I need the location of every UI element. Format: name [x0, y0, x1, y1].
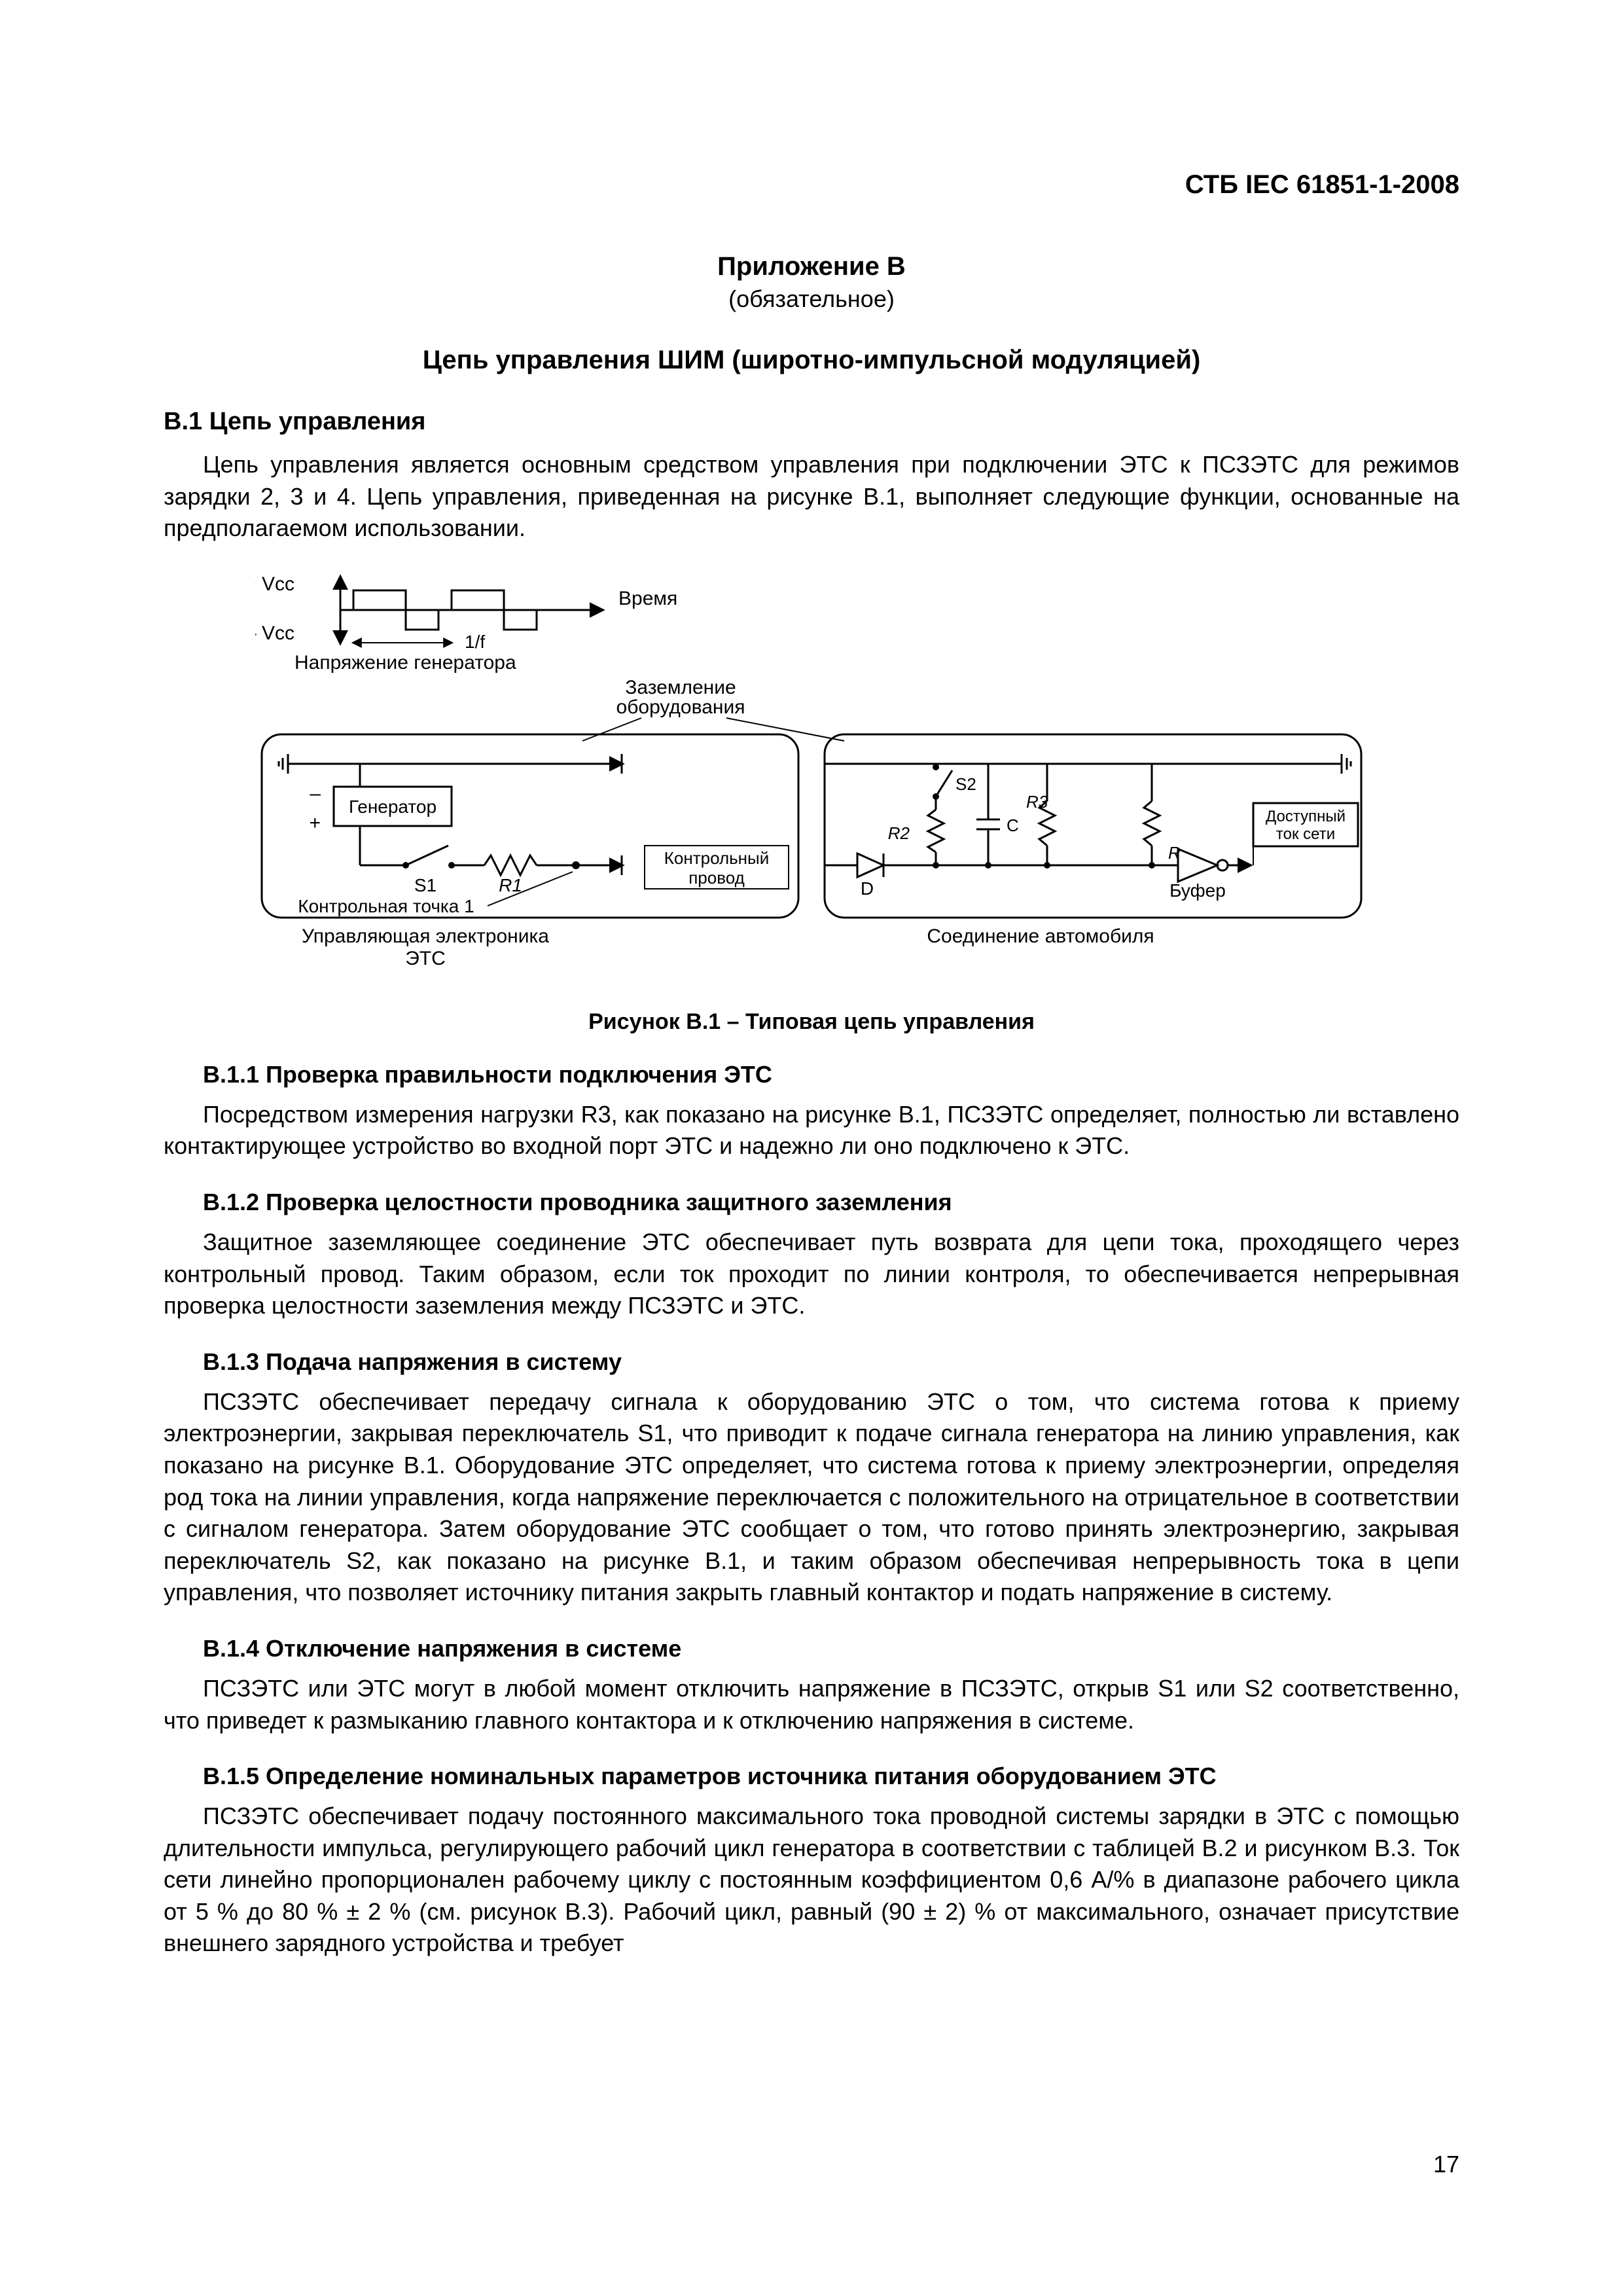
- section-b1-3-body: ПСЗЭТС обеспечивает передачу сигнала к о…: [164, 1386, 1459, 1609]
- svg-text:R2: R2: [888, 823, 910, 843]
- section-b1-2-title: В.1.2 Проверка целостности проводника за…: [203, 1189, 1459, 1216]
- main-title: Цепь управления ШИМ (широтно-импульсной …: [164, 346, 1459, 375]
- section-b1-title: В.1 Цепь управления: [164, 408, 1459, 436]
- svg-text:провод: провод: [688, 868, 745, 888]
- section-b1-3-title: В.1.3 Подача напряжения в систему: [203, 1348, 1459, 1376]
- svg-text:ЭТС: ЭТС: [405, 948, 446, 969]
- svg-text:Напряжение генератора: Напряжение генератора: [294, 652, 516, 673]
- section-b1-4-body: ПСЗЭТС или ЭТС могут в любой момент откл…: [164, 1673, 1459, 1736]
- svg-text:ток сети: ток сети: [1276, 825, 1335, 843]
- svg-text:S2: S2: [955, 774, 976, 794]
- svg-text:C: C: [1007, 816, 1019, 835]
- section-b1-5-title: В.1.5 Определение номинальных параметров…: [203, 1763, 1459, 1790]
- svg-text:R1: R1: [499, 875, 522, 895]
- svg-text:Контрольная точка 1: Контрольная точка 1: [298, 896, 474, 916]
- svg-text:D: D: [861, 878, 874, 899]
- svg-text:Соединение автомобиля: Соединение автомобиля: [927, 925, 1154, 947]
- page-number: 17: [1433, 2151, 1459, 2178]
- annex-subtitle: (обязательное): [164, 285, 1459, 313]
- section-b1-1-body: Посредством измерения нагрузки R3, как п…: [164, 1099, 1459, 1162]
- svg-text:оборудования: оборудования: [616, 696, 745, 718]
- svg-text:+: +: [309, 812, 321, 834]
- figure-caption: Рисунок В.1 – Типовая цепь управления: [164, 1009, 1459, 1035]
- figure-b1: + Vcc – Vcc Время 1/f Напряжение генерат…: [255, 571, 1459, 990]
- svg-text:Доступный: Доступный: [1266, 808, 1346, 825]
- section-b1-4-title: В.1.4 Отключение напряжения в системе: [203, 1635, 1459, 1662]
- section-b1-2-body: Защитное заземляющее соединение ЭТС обес…: [164, 1227, 1459, 1322]
- svg-text:– Vcc: – Vcc: [255, 622, 294, 644]
- svg-text:Генератор: Генератор: [349, 797, 437, 817]
- svg-text:+ Vcc: + Vcc: [255, 573, 294, 595]
- standard-code: СТБ IEC 61851-1-2008: [164, 170, 1459, 200]
- section-b1-1-title: В.1.1 Проверка правильности подключения …: [203, 1061, 1459, 1088]
- circuit-area: Заземление оборудования: [262, 677, 1361, 969]
- svg-text:R3: R3: [1026, 792, 1048, 812]
- svg-text:Контрольный: Контрольный: [664, 848, 770, 868]
- svg-text:–: –: [309, 783, 321, 804]
- svg-text:Заземление: Заземление: [625, 677, 736, 698]
- waveform-area: + Vcc – Vcc Время 1/f Напряжение генерат…: [255, 573, 677, 673]
- document-page: СТБ IEC 61851-1-2008 Приложение В (обяза…: [0, 0, 1623, 2296]
- svg-text:Управляющая электроника: Управляющая электроника: [302, 925, 549, 947]
- svg-text:S1: S1: [414, 875, 437, 895]
- annex-title: Приложение В: [164, 252, 1459, 281]
- section-b1-5-body: ПСЗЭТС обеспечивает подачу постоянного м…: [164, 1801, 1459, 1960]
- svg-text:1/f: 1/f: [465, 632, 485, 652]
- svg-text:Время: Время: [618, 588, 677, 609]
- section-b1-body: Цепь управления является основным средст…: [164, 449, 1459, 545]
- svg-text:Буфер: Буфер: [1169, 880, 1226, 901]
